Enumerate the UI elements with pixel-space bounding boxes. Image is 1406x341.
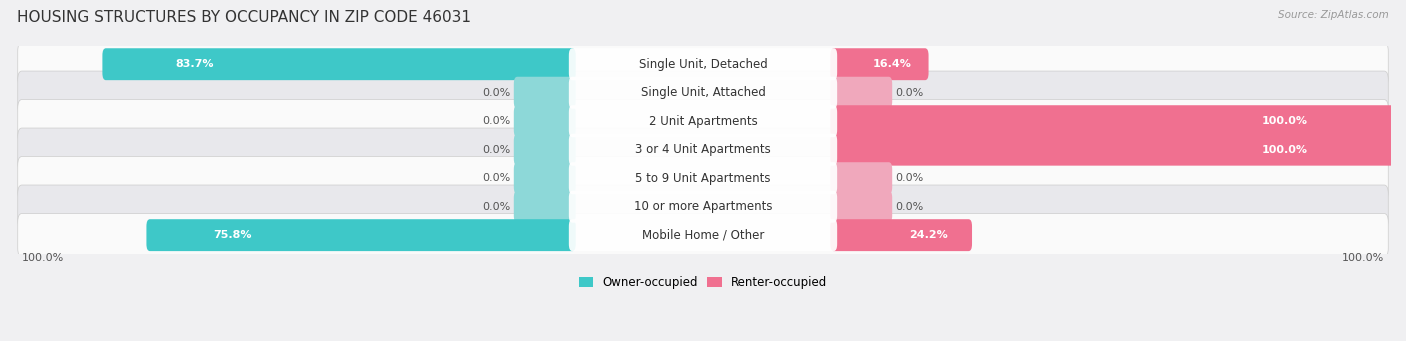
- Text: 100.0%: 100.0%: [1261, 145, 1308, 155]
- FancyBboxPatch shape: [569, 162, 837, 194]
- Text: 10 or more Apartments: 10 or more Apartments: [634, 200, 772, 213]
- Text: 100.0%: 100.0%: [1261, 116, 1308, 126]
- FancyBboxPatch shape: [18, 213, 1388, 257]
- FancyBboxPatch shape: [18, 71, 1388, 114]
- Text: 100.0%: 100.0%: [1341, 253, 1384, 263]
- Text: 5 to 9 Unit Apartments: 5 to 9 Unit Apartments: [636, 172, 770, 185]
- FancyBboxPatch shape: [569, 134, 837, 166]
- Text: 0.0%: 0.0%: [482, 173, 510, 183]
- FancyBboxPatch shape: [18, 185, 1388, 228]
- Text: 0.0%: 0.0%: [896, 202, 924, 212]
- FancyBboxPatch shape: [831, 162, 893, 194]
- Text: 100.0%: 100.0%: [22, 253, 65, 263]
- FancyBboxPatch shape: [569, 48, 837, 80]
- FancyBboxPatch shape: [18, 100, 1388, 143]
- Text: Source: ZipAtlas.com: Source: ZipAtlas.com: [1278, 10, 1389, 20]
- Text: HOUSING STRUCTURES BY OCCUPANCY IN ZIP CODE 46031: HOUSING STRUCTURES BY OCCUPANCY IN ZIP C…: [17, 10, 471, 25]
- Text: 24.2%: 24.2%: [910, 230, 949, 240]
- FancyBboxPatch shape: [513, 77, 575, 109]
- FancyBboxPatch shape: [831, 134, 1395, 166]
- FancyBboxPatch shape: [569, 191, 837, 223]
- FancyBboxPatch shape: [513, 134, 575, 166]
- FancyBboxPatch shape: [513, 105, 575, 137]
- Text: 0.0%: 0.0%: [482, 116, 510, 126]
- FancyBboxPatch shape: [831, 191, 893, 223]
- FancyBboxPatch shape: [513, 162, 575, 194]
- Text: 0.0%: 0.0%: [896, 88, 924, 98]
- Text: 0.0%: 0.0%: [896, 173, 924, 183]
- Text: 75.8%: 75.8%: [214, 230, 252, 240]
- FancyBboxPatch shape: [569, 219, 837, 251]
- Text: 16.4%: 16.4%: [873, 59, 911, 69]
- Text: 0.0%: 0.0%: [482, 145, 510, 155]
- FancyBboxPatch shape: [18, 128, 1388, 171]
- Text: Mobile Home / Other: Mobile Home / Other: [641, 229, 765, 242]
- Text: 3 or 4 Unit Apartments: 3 or 4 Unit Apartments: [636, 143, 770, 156]
- Text: 2 Unit Apartments: 2 Unit Apartments: [648, 115, 758, 128]
- Legend: Owner-occupied, Renter-occupied: Owner-occupied, Renter-occupied: [574, 271, 832, 294]
- FancyBboxPatch shape: [569, 105, 837, 137]
- Text: Single Unit, Attached: Single Unit, Attached: [641, 86, 765, 99]
- FancyBboxPatch shape: [831, 77, 893, 109]
- Text: 0.0%: 0.0%: [482, 202, 510, 212]
- FancyBboxPatch shape: [513, 191, 575, 223]
- FancyBboxPatch shape: [103, 48, 575, 80]
- FancyBboxPatch shape: [18, 157, 1388, 200]
- FancyBboxPatch shape: [18, 43, 1388, 86]
- FancyBboxPatch shape: [831, 48, 928, 80]
- FancyBboxPatch shape: [831, 105, 1395, 137]
- Text: 83.7%: 83.7%: [176, 59, 214, 69]
- Text: 0.0%: 0.0%: [482, 88, 510, 98]
- FancyBboxPatch shape: [569, 77, 837, 109]
- FancyBboxPatch shape: [831, 219, 972, 251]
- FancyBboxPatch shape: [146, 219, 575, 251]
- Text: Single Unit, Detached: Single Unit, Detached: [638, 58, 768, 71]
